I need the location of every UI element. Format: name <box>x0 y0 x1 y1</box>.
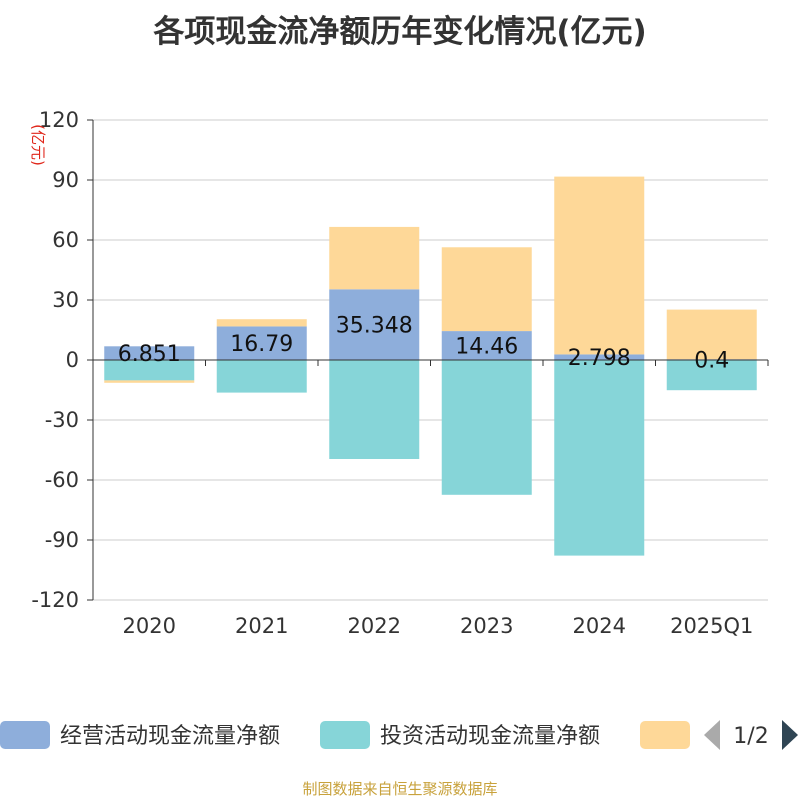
x-tick-label: 2022 <box>348 614 401 638</box>
x-tick-label: 2023 <box>460 614 513 638</box>
y-tick-label: -90 <box>45 528 79 552</box>
data-label: 0.4 <box>694 349 729 374</box>
legend-next-arrow-icon[interactable] <box>782 720 798 750</box>
legend-item-3[interactable] <box>640 721 690 749</box>
chart-title: 各项现金流净额历年变化情况(亿元) <box>153 14 647 50</box>
y-tick-label: 0 <box>66 348 79 372</box>
bar-series3-2023 <box>441 247 532 332</box>
y-tick-label: -120 <box>31 588 79 612</box>
legend-page-indicator: 1/2 <box>733 724 768 749</box>
legend-swatch <box>640 721 690 749</box>
bar-series2-2021 <box>216 360 307 393</box>
y-axis-unit-label: (亿元) <box>29 124 47 166</box>
gridlines <box>93 119 768 601</box>
legend-prev-arrow-icon[interactable] <box>704 720 720 750</box>
y-tick-label: 90 <box>52 168 79 192</box>
legend-swatch <box>320 721 370 749</box>
bar-series2-2025Q1 <box>666 360 757 391</box>
x-tick-label: 2021 <box>235 614 288 638</box>
bars <box>104 176 757 556</box>
data-label: 16.79 <box>230 332 293 357</box>
legend-item-2[interactable]: 投资活动现金流量净额 <box>320 721 600 749</box>
legend-label: 投资活动现金流量净额 <box>380 724 600 749</box>
bar-series3-2020 <box>104 380 195 383</box>
bar-series2-2022 <box>329 360 420 459</box>
bar-series2-2023 <box>441 360 532 495</box>
y-tick-label: 120 <box>39 108 79 132</box>
y-tick-label: -60 <box>45 468 79 492</box>
bar-series1-2021 <box>216 326 307 360</box>
x-tick-label: 2025Q1 <box>670 614 753 638</box>
bar-series3-2021 <box>216 319 307 327</box>
legend-label: 经营活动现金流量净额 <box>60 724 280 749</box>
source-footer: 制图数据来自恒生聚源数据库 <box>302 780 498 798</box>
axes: 120 90 60 30 0 -30 -60 -90 -120 (亿元) 2020 2021 2022 2… <box>29 108 769 638</box>
bar-series3-2024 <box>554 176 645 355</box>
bar-series1-2023 <box>441 331 532 360</box>
data-label: 6.851 <box>118 342 181 367</box>
data-label: 35.348 <box>336 314 413 339</box>
bar-series2-2024 <box>554 360 645 556</box>
x-tick-label: 2020 <box>123 614 176 638</box>
legend-item-1[interactable]: 经营活动现金流量净额 <box>0 721 280 749</box>
data-label: 14.46 <box>455 335 518 360</box>
bar-series3-2022 <box>329 226 420 290</box>
y-tick-label: 30 <box>52 288 79 312</box>
x-tick-label: 2024 <box>573 614 626 638</box>
bar-series2-2020 <box>104 360 195 381</box>
legend: 经营活动现金流量净额 投资活动现金流量净额 1/2 <box>0 720 798 750</box>
legend-swatch <box>0 721 50 749</box>
bar-series1-2024 <box>554 354 645 360</box>
y-tick-label: 60 <box>52 228 79 252</box>
bar-series1-2022 <box>329 289 420 360</box>
data-label: 2.798 <box>568 346 631 371</box>
bar-series3-2025Q1 <box>666 309 757 360</box>
data-labels: 6.851 16.79 35.348 14.46 2.798 0.4 <box>118 314 729 374</box>
y-tick-label: -30 <box>45 408 79 432</box>
bar-series1-2020 <box>104 346 195 360</box>
